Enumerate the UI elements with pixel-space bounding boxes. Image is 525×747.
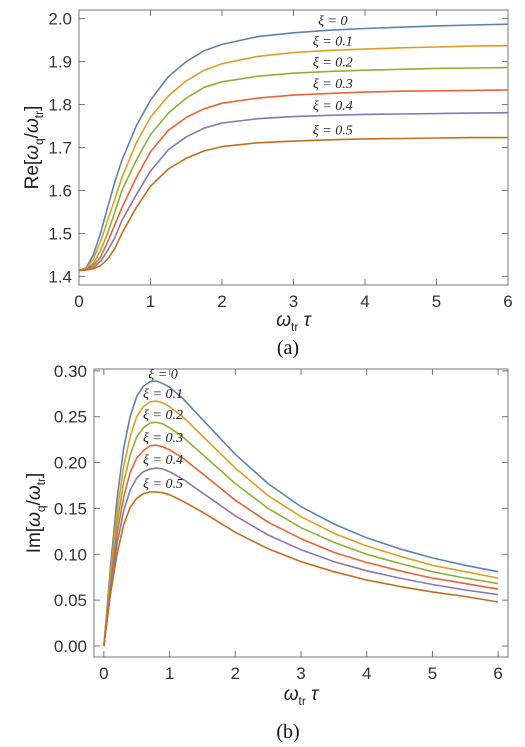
curve-label: ξ = 0.2 (313, 55, 353, 70)
y-tick-label: 1.9 (48, 53, 72, 72)
series-line (103, 467, 499, 647)
series-line (78, 89, 509, 272)
panel-b-chart: (b) 0 1 2 3 4 5 6 0.00 0.05 0.10 0.15 0.20 0.25 0.30 ξ… (24, 362, 509, 743)
panel-b-caption: (b) (276, 721, 299, 743)
y-tick-label: 1.7 (48, 139, 72, 158)
series-line (78, 111, 509, 272)
curve-label: ξ = 0.2 (143, 408, 183, 423)
y-tick-label: 1.5 (48, 224, 72, 243)
y-tick-label: 0.10 (54, 545, 87, 564)
series-line (78, 66, 509, 272)
series-line (103, 380, 499, 647)
series-line (103, 421, 499, 647)
y-tick-label: 0.15 (54, 499, 87, 518)
series-line (103, 491, 499, 647)
y-tick-label: 1.6 (48, 181, 72, 200)
x-tick-label: 5 (432, 292, 441, 311)
series-line (78, 136, 508, 272)
y-tick-label: 0.30 (54, 362, 87, 381)
y-axis-title: Re[ωq/ωtr] (22, 106, 46, 190)
y-tick-label: 2.0 (48, 10, 72, 29)
y-axis-title: Im[ωq/ωtr] (24, 473, 48, 554)
x-tick-label: 3 (296, 664, 305, 683)
series-line (78, 23, 509, 272)
series-line (103, 444, 499, 647)
series-line (78, 44, 509, 272)
curve-label: ξ = 0.3 (143, 431, 183, 446)
x-tick-label: 3 (289, 292, 298, 311)
panel-a-chart: (a) 0 1 2 3 4 5 6 1.4 1.5 1.6 1.7 1.8 1.9 2.0 ξ = 0 ξ =… (22, 9, 513, 359)
x-tick-label: 6 (493, 664, 502, 683)
y-tick-label: 0.20 (54, 454, 87, 473)
curve-label: ξ = 0 (318, 14, 347, 29)
x-tick-label: 4 (360, 292, 369, 311)
curve-label: ξ = 0.5 (313, 124, 353, 139)
x-tick-label: 0 (74, 292, 83, 311)
curve-label: ξ = 0.5 (143, 477, 183, 492)
x-tick-label: 2 (231, 664, 240, 683)
curve-label: ξ = 0.1 (313, 34, 353, 49)
y-tick-label: 0.00 (54, 637, 87, 656)
curve-label: ξ = 0 (148, 368, 177, 383)
curve-label: ξ = 0.4 (143, 453, 183, 468)
series-line (103, 400, 499, 647)
panel-a-caption: (a) (277, 337, 299, 359)
curve-label: ξ = 0.4 (313, 99, 353, 114)
x-tick-label: 4 (362, 664, 371, 683)
y-tick-label: 1.8 (48, 96, 72, 115)
curve-label: ξ = 0.3 (313, 77, 353, 92)
y-tick-label: 0.05 (54, 591, 87, 610)
x-tick-label: 6 (503, 292, 512, 311)
x-tick-label: 0 (99, 664, 108, 683)
x-tick-label: 1 (146, 292, 155, 311)
curve-label: ξ = 0.1 (143, 387, 183, 402)
x-tick-label: 1 (165, 664, 174, 683)
x-axis-title: ωtr τ (276, 310, 312, 334)
y-tick-label: 1.4 (48, 267, 72, 286)
x-tick-label: 2 (217, 292, 226, 311)
x-tick-label: 5 (428, 664, 437, 683)
y-tick-label: 0.25 (54, 408, 87, 427)
x-axis-title: ωtr τ (284, 684, 320, 708)
